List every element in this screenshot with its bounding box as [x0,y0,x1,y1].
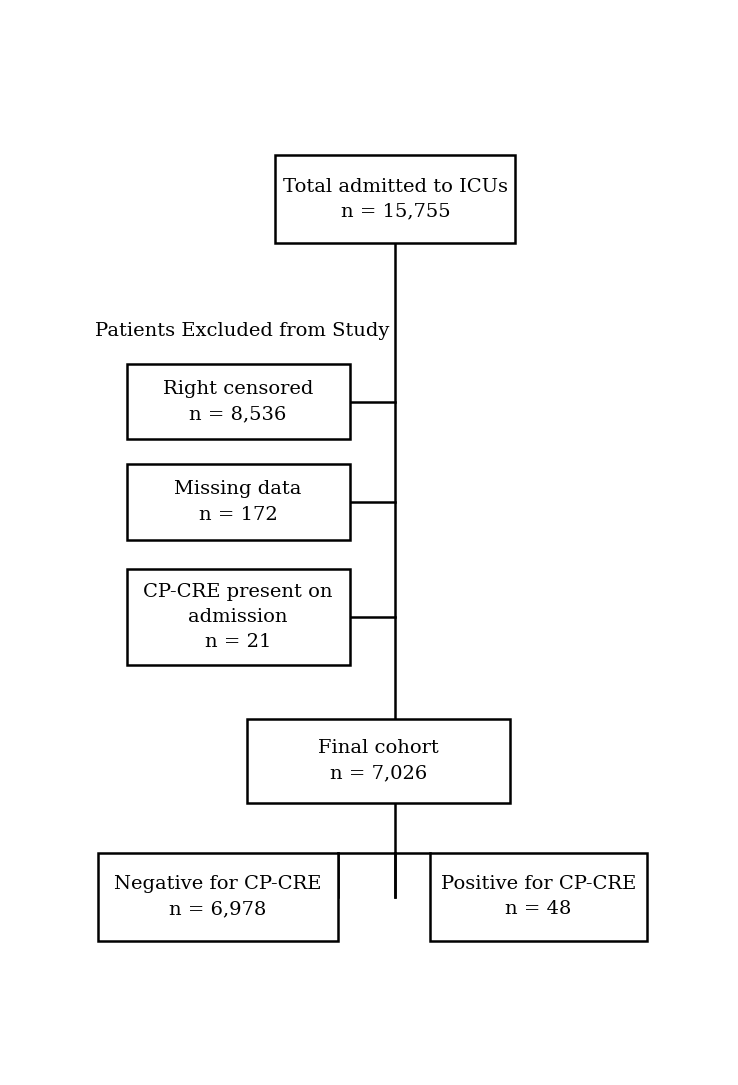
Text: admission: admission [188,608,288,626]
FancyBboxPatch shape [275,155,516,243]
Text: n = 21: n = 21 [205,633,272,651]
Text: Total admitted to ICUs: Total admitted to ICUs [283,178,508,195]
Text: CP-CRE present on: CP-CRE present on [143,583,333,601]
FancyBboxPatch shape [246,719,510,803]
FancyBboxPatch shape [127,365,350,439]
Text: n = 6,978: n = 6,978 [170,901,266,918]
Text: n = 7,026: n = 7,026 [330,765,427,782]
Text: Negative for CP-CRE: Negative for CP-CRE [114,876,322,893]
Text: n = 172: n = 172 [199,506,277,523]
FancyBboxPatch shape [127,464,350,539]
Text: n = 48: n = 48 [506,901,571,918]
FancyBboxPatch shape [127,569,350,665]
Text: Final cohort: Final cohort [318,740,438,757]
Text: Missing data: Missing data [174,481,302,498]
FancyBboxPatch shape [98,853,338,941]
Text: Positive for CP-CRE: Positive for CP-CRE [441,876,636,893]
FancyBboxPatch shape [430,853,647,941]
Text: n = 8,536: n = 8,536 [190,406,287,423]
Text: Patients Excluded from Study: Patients Excluded from Study [95,322,390,340]
Text: Right censored: Right censored [163,380,314,398]
Text: n = 15,755: n = 15,755 [340,203,450,220]
